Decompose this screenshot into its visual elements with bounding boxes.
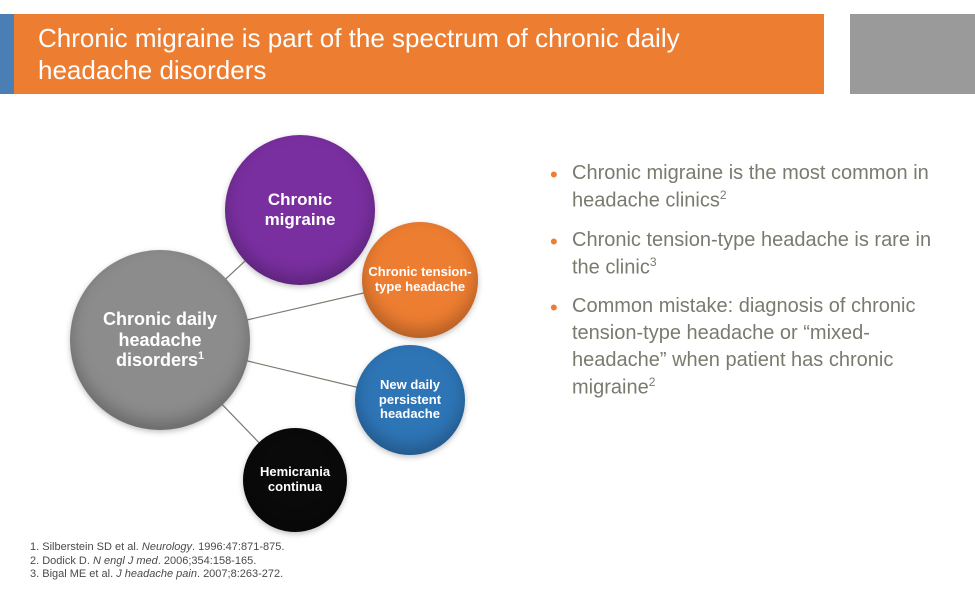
diagram-node-ndph: New daily persistent headache bbox=[355, 345, 465, 455]
slide: Chronic migraine is part of the spectrum… bbox=[0, 0, 975, 596]
header-accent-gray bbox=[850, 14, 975, 94]
header-title-bar: Chronic migraine is part of the spectrum… bbox=[14, 14, 824, 94]
diagram-node-mig: Chronic migraine bbox=[225, 135, 375, 285]
header-bar: Chronic migraine is part of the spectrum… bbox=[0, 14, 975, 94]
diagram-node-label: Hemicrania continua bbox=[249, 465, 341, 495]
reference-line: 1. Silberstein SD et al. Neurology. 1996… bbox=[30, 541, 284, 555]
header-accent-blue bbox=[0, 14, 14, 94]
diagram-node-label: Chronic tension-type headache bbox=[368, 265, 472, 295]
diagram-node-root: Chronic daily headache disorders1 bbox=[70, 250, 250, 430]
diagram-node-label: New daily persistent headache bbox=[361, 378, 459, 423]
diagram-node-label: Chronic daily headache disorders1 bbox=[76, 309, 244, 371]
bullet-list: Chronic migraine is the most common in h… bbox=[550, 160, 940, 414]
slide-title: Chronic migraine is part of the spectrum… bbox=[38, 22, 800, 87]
bullet-item: Common mistake: diagnosis of chronic ten… bbox=[550, 293, 940, 402]
network-diagram: Chronic daily headache disorders1 Chronic… bbox=[60, 130, 530, 530]
references: 1. Silberstein SD et al. Neurology. 1996… bbox=[30, 541, 284, 582]
bullet-item: Chronic migraine is the most common in h… bbox=[550, 160, 940, 215]
reference-line: 3. Bigal ME et al. J headache pain. 2007… bbox=[30, 568, 284, 582]
bullet-item: Chronic tension-type headache is rare in… bbox=[550, 227, 940, 282]
diagram-node-hemi: Hemicrania continua bbox=[243, 428, 347, 532]
diagram-node-label: Chronic migraine bbox=[231, 190, 369, 229]
reference-line: 2. Dodick D. N engl J med. 2006;354:158-… bbox=[30, 555, 284, 569]
diagram-node-tth: Chronic tension-type headache bbox=[362, 222, 478, 338]
